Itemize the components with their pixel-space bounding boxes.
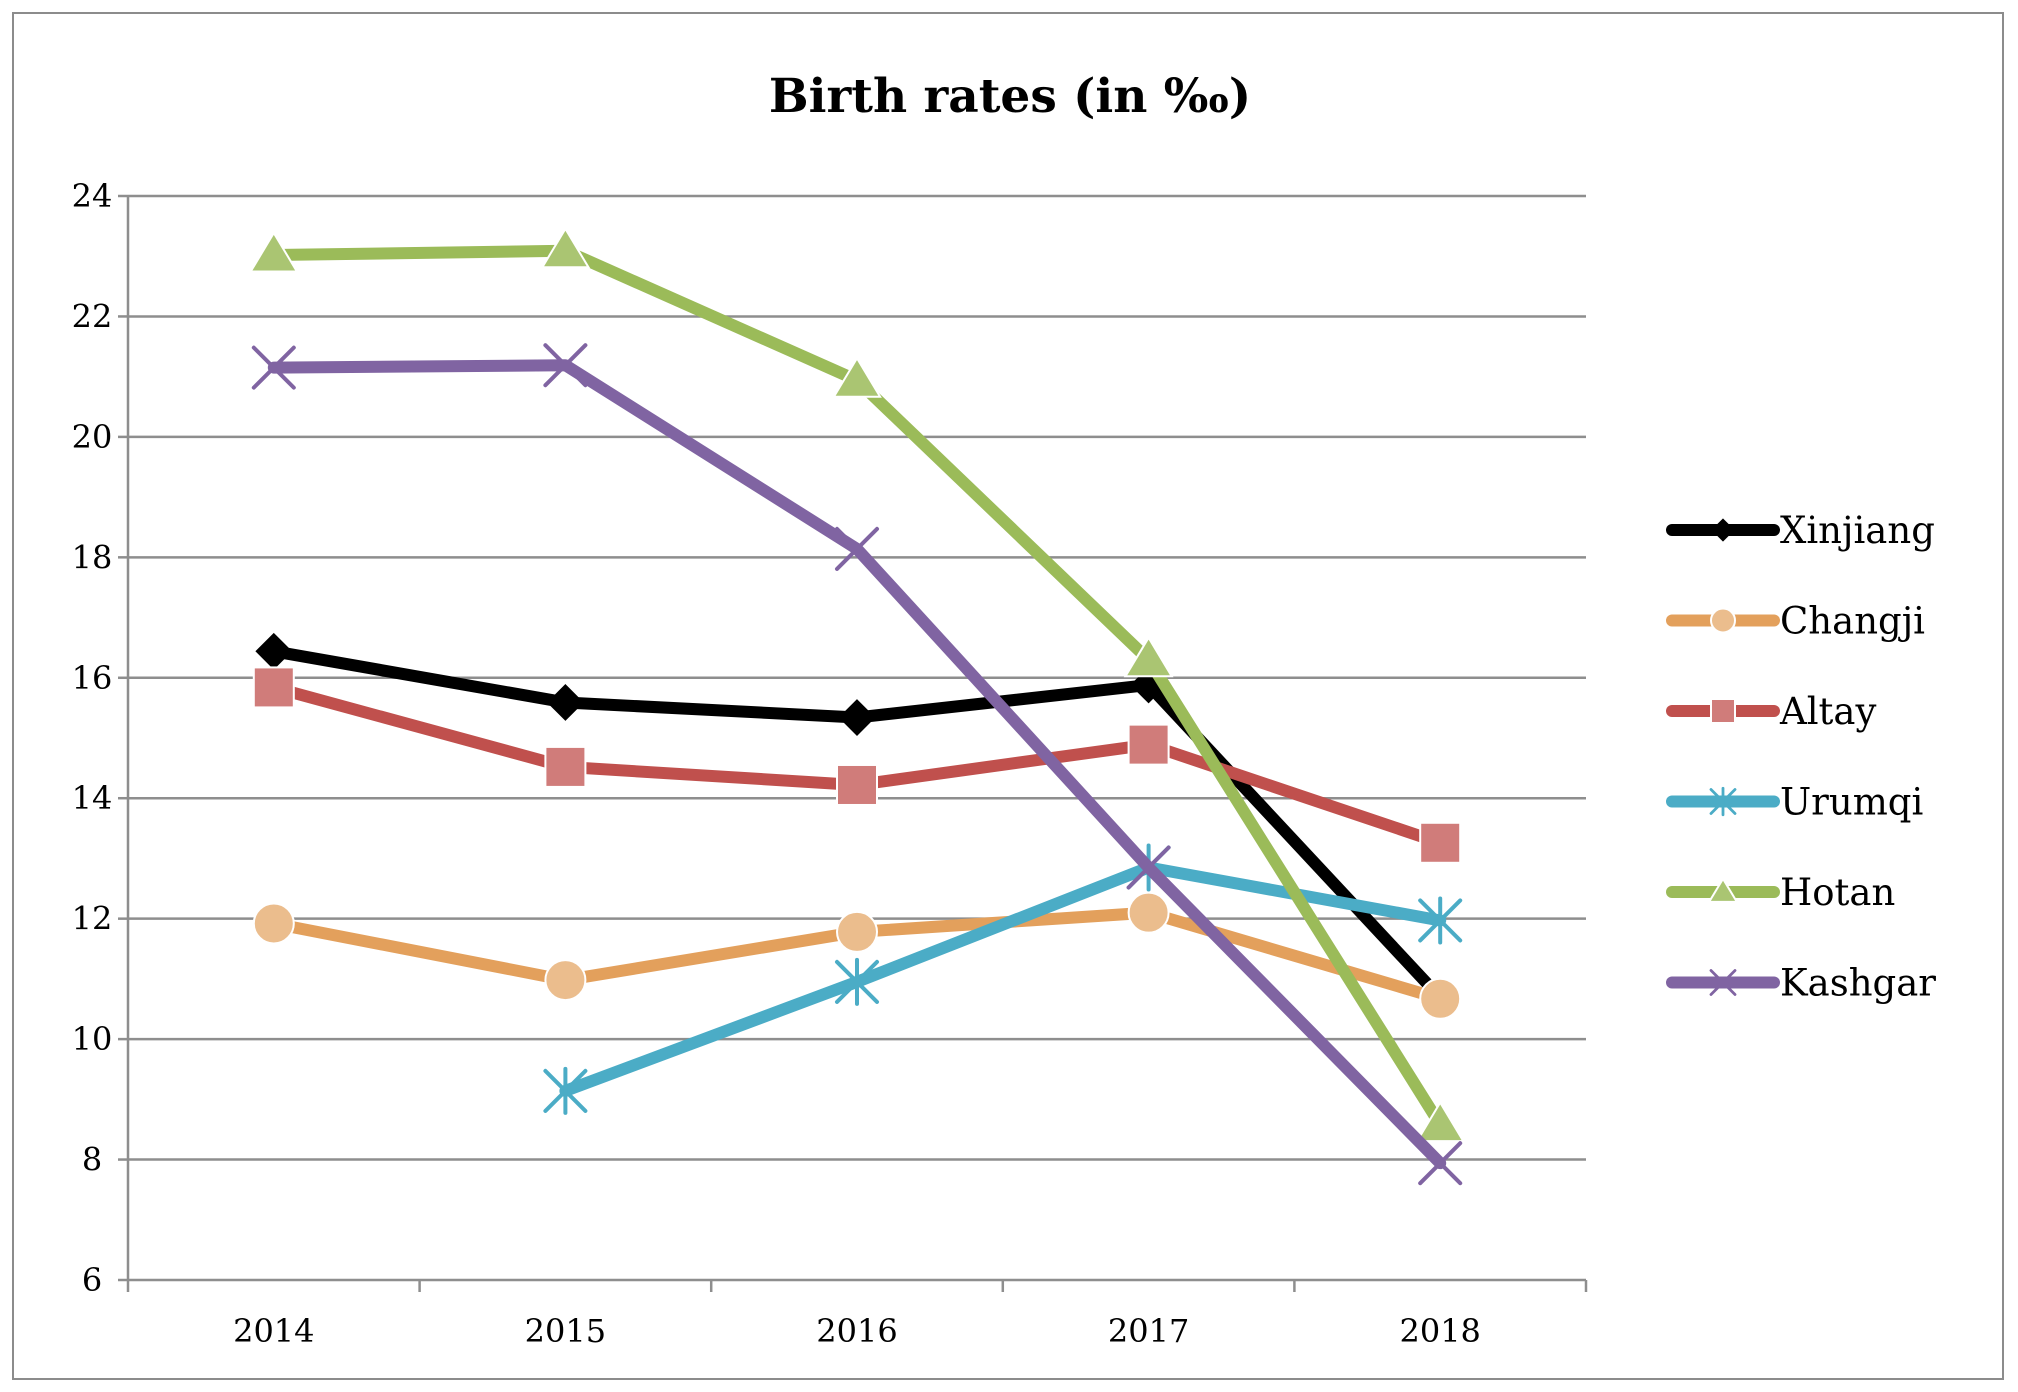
data-point-altay-2017 [1127, 723, 1170, 766]
legend: Xinjiang Changji Altay Urumqi Hotan Kashgar [1666, 509, 1936, 1005]
marker-stroke [1418, 1141, 1463, 1186]
series-line-urumqi [559, 861, 1447, 1097]
y-tick-label-22: 22 [72, 297, 113, 335]
legend-item-urumqi: Urumqi [1666, 781, 1923, 824]
legend-marker-altay [1710, 698, 1736, 724]
data-point-kashgar-2018 [1418, 1141, 1463, 1186]
legend-label-urumqi: Urumqi [1780, 781, 1923, 824]
legend-marker-xinjiang [1711, 518, 1735, 542]
data-point-urumqi-2015 [543, 1066, 588, 1115]
y-tick-label-16: 16 [72, 659, 113, 697]
x-tick-label-2014: 2014 [233, 1312, 314, 1350]
data-point-altay-2015 [544, 745, 587, 788]
series-kashgar [251, 343, 1463, 1186]
legend-marker-urumqi [1709, 786, 1737, 817]
data-point-kashgar-2017 [1126, 845, 1171, 890]
marker-stroke [1126, 845, 1171, 890]
y-tick-label-14: 14 [72, 779, 113, 817]
data-point-altay-2014 [252, 666, 295, 709]
series-changji [252, 891, 1462, 1020]
series-group [248, 226, 1466, 1186]
data-point-hotan-2014 [248, 231, 299, 273]
legend-item-hotan: Hotan [1666, 871, 1895, 914]
legend-label-changji: Changji [1780, 600, 1925, 643]
chart-title: Birth rates (in ‰) [769, 69, 1251, 124]
data-point-xinjiang-2014 [255, 632, 293, 670]
data-point-changji-2014 [252, 902, 295, 945]
data-point-hotan-2017 [1123, 635, 1174, 678]
marker-stroke [251, 345, 296, 390]
marker-stroke [835, 526, 879, 571]
legend-label-altay: Altay [1779, 690, 1876, 733]
data-point-changji-2018 [1419, 977, 1462, 1020]
data-point-changji-2015 [544, 959, 587, 1002]
y-tick-label-20: 20 [72, 418, 113, 456]
legend-item-changji: Changji [1666, 600, 1925, 643]
data-point-hotan-2018 [1415, 1100, 1466, 1143]
legend-item-kashgar: Kashgar [1666, 962, 1936, 1005]
x-tick-label-2017: 2017 [1108, 1312, 1189, 1350]
legend-item-xinjiang: Xinjiang [1666, 509, 1935, 552]
x-tick-label-2016: 2016 [816, 1312, 897, 1350]
y-tick-label-8: 8 [82, 1141, 102, 1179]
data-point-urumqi-2018 [1418, 896, 1463, 945]
marker-stroke [1709, 969, 1737, 996]
axes [118, 194, 1588, 1292]
legend-label-xinjiang: Xinjiang [1780, 509, 1935, 552]
data-point-hotan-2016 [832, 356, 882, 398]
series-urumqi [543, 843, 1463, 1115]
data-point-xinjiang-2016 [838, 699, 876, 736]
y-tick-label-10: 10 [72, 1020, 113, 1058]
data-point-changji-2017 [1127, 891, 1170, 934]
legend-marker-changji [1710, 607, 1736, 634]
legend-label-kashgar: Kashgar [1780, 962, 1936, 1005]
y-tick-label-12: 12 [72, 900, 113, 938]
data-point-changji-2016 [836, 910, 878, 953]
legend-label-hotan: Hotan [1780, 871, 1895, 914]
data-point-kashgar-2016 [835, 526, 879, 571]
x-tick-label-2018: 2018 [1399, 1312, 1480, 1350]
y-tick-label-24: 24 [72, 177, 113, 215]
y-tick-labels: 6 8 10 12 14 16 18 20 22 24 [72, 177, 113, 1299]
data-point-hotan-2015 [540, 226, 591, 269]
y-tick-label-18: 18 [72, 538, 113, 576]
data-point-xinjiang-2015 [546, 684, 584, 721]
data-point-urumqi-2016 [835, 957, 879, 1006]
data-point-altay-2016 [836, 763, 878, 806]
x-tick-label-2015: 2015 [525, 1312, 606, 1350]
series-hotan [248, 226, 1466, 1143]
data-point-kashgar-2015 [543, 343, 588, 388]
marker-stroke [543, 343, 588, 388]
x-tick-labels: 2014 2015 2016 2017 2018 [233, 1312, 1481, 1350]
legend-marker-hotan [1707, 876, 1739, 903]
data-point-kashgar-2014 [251, 345, 296, 390]
series-altay [252, 666, 1462, 864]
data-point-altay-2018 [1419, 821, 1462, 864]
legend-item-altay: Altay [1666, 690, 1876, 733]
y-tick-label-6: 6 [82, 1261, 102, 1299]
legend-marker-kashgar [1709, 969, 1737, 996]
